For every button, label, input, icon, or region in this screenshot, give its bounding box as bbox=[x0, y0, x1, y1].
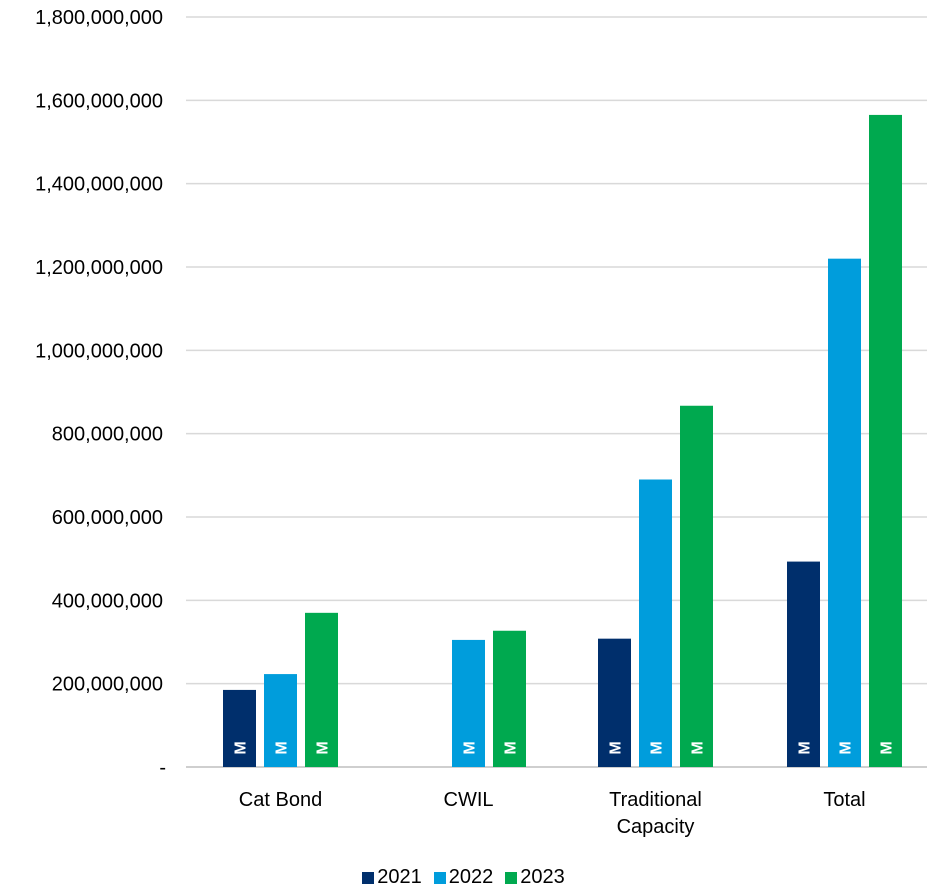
bar-2021-0 bbox=[223, 689, 256, 767]
bar-2023-2 bbox=[680, 405, 713, 767]
legend-label: 2022 bbox=[448, 866, 494, 888]
category-label: Total bbox=[823, 789, 865, 811]
category-label: Traditional Capacity bbox=[609, 789, 702, 838]
y-tick-label: 200,000,000 bbox=[52, 674, 163, 696]
bar-2022-1 bbox=[452, 639, 485, 767]
legend-swatch bbox=[433, 871, 446, 884]
y-tick-label: - bbox=[159, 757, 166, 779]
bar-data-label: M bbox=[233, 741, 250, 754]
bar-data-label: M bbox=[274, 741, 291, 754]
legend-label: 2021 bbox=[377, 866, 422, 888]
bar-data-label: M bbox=[797, 741, 814, 754]
x-axis-category-labels: Cat Bond CWIL Traditional Capacity Total bbox=[239, 789, 866, 838]
bar-2022-2 bbox=[639, 479, 672, 767]
bar-data-label: M bbox=[462, 741, 479, 754]
legend-item-2022: 2022 bbox=[433, 866, 494, 889]
legend-item-2023: 2023 bbox=[505, 866, 565, 889]
y-tick-label: 1,200,000,000 bbox=[35, 257, 163, 279]
y-tick-label: 600,000,000 bbox=[52, 507, 163, 529]
bar-data-label: M bbox=[879, 741, 896, 754]
bar-2023-1 bbox=[493, 630, 526, 767]
category-label: Cat Bond bbox=[239, 789, 322, 811]
bar-data-label: M bbox=[608, 741, 625, 754]
bar-data-label: M bbox=[503, 741, 520, 754]
y-tick-label: 800,000,000 bbox=[52, 424, 163, 446]
bar-chart: - 200,000,000 400,000,000 600,000,000 800,00… bbox=[35, 7, 927, 838]
bar-data-label: M bbox=[690, 741, 707, 754]
bar-2021-3 bbox=[787, 561, 820, 767]
y-axis-tick-labels: - 200,000,000 400,000,000 600,000,000 800,00… bbox=[35, 7, 166, 779]
bar-data-label: M bbox=[649, 741, 666, 754]
y-tick-label: 1,800,000,000 bbox=[35, 7, 163, 29]
legend-item-2021: 2021 bbox=[362, 866, 422, 889]
y-tick-label: 1,600,000,000 bbox=[35, 90, 163, 112]
y-tick-label: 1,400,000,000 bbox=[35, 174, 163, 196]
bar-2023-0 bbox=[305, 612, 338, 767]
bar-data-label: M bbox=[315, 741, 332, 754]
y-tick-label: 400,000,000 bbox=[52, 590, 163, 612]
legend-swatch bbox=[362, 871, 375, 884]
y-tick-label: 1,000,000,000 bbox=[35, 340, 163, 362]
bar-2021-2 bbox=[598, 638, 631, 767]
bar-2022-3 bbox=[828, 258, 861, 767]
category-label: CWIL bbox=[444, 789, 494, 811]
bar-2023-3 bbox=[869, 114, 902, 767]
bar-2022-0 bbox=[264, 674, 297, 767]
legend: 2021 2022 2023 bbox=[0, 866, 927, 889]
bar-data-label: M bbox=[838, 741, 855, 754]
legend-swatch bbox=[505, 871, 518, 884]
legend-label: 2023 bbox=[520, 866, 565, 888]
bars: M M MM M M MM M M M bbox=[223, 114, 902, 767]
